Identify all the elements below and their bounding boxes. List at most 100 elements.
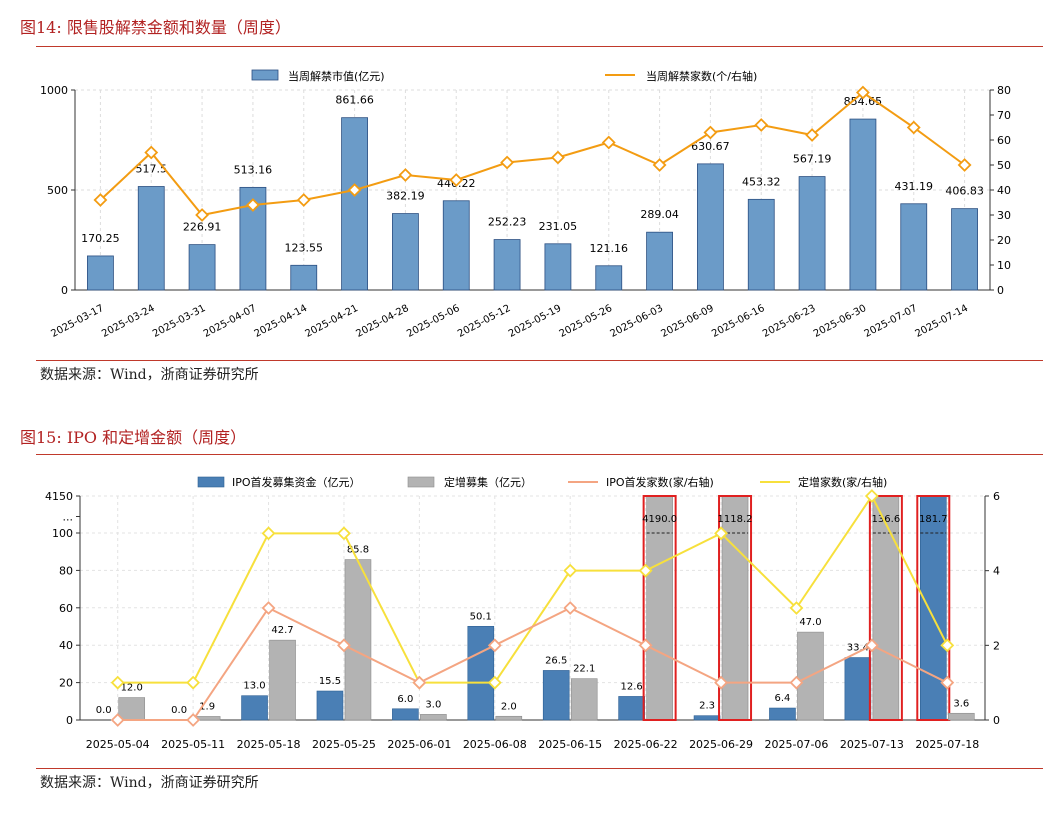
line-unlock-count-marker — [347, 183, 362, 197]
bar-value-label: 47.0 — [799, 617, 821, 628]
left-tick-label: 100 — [52, 527, 73, 540]
bar-unlock-value — [290, 264, 318, 291]
figure-2-title: 图15: IPO 和定增金额（周度） — [20, 428, 247, 447]
bar-unlock-value — [595, 265, 623, 291]
legend-label-placement: 定增募集（亿元） — [444, 475, 532, 489]
bar-unlock-value — [87, 255, 114, 291]
line-ipo-count-marker — [789, 675, 804, 690]
line-placement-count-marker — [261, 526, 276, 541]
chart-2: 0 20 40 60 80 100... 4150 0 2 4 6 0.0 12.0 0.0 1.9 13.0… — [45, 475, 1000, 751]
bar-value-label: 513.16 — [234, 163, 273, 176]
bar-unlock-value — [646, 231, 673, 291]
right-tick-label: 50 — [997, 159, 1011, 172]
source-rule-1 — [36, 360, 1043, 361]
left-tick-label: ... — [63, 511, 74, 524]
x-tick-label: 2025-05-04 — [86, 738, 150, 751]
x-tick-label: 2025-05-25 — [312, 738, 376, 751]
bar-value-label: 26.5 — [545, 655, 567, 666]
x-tick-label: 2025-06-03 — [609, 303, 665, 340]
x-tick-label: 2025-04-07 — [202, 303, 258, 340]
bar-value-label: 123.55 — [285, 241, 324, 254]
bar-unlock-value — [544, 243, 572, 291]
x-tick-label: 2025-05-18 — [237, 738, 301, 751]
legend-label-placement-count: 定增家数(家/右轴) — [798, 475, 887, 489]
bar-unlock-value — [137, 186, 165, 291]
x-tick-label: 2025-03-17 — [49, 303, 105, 340]
line-ipo-count-marker — [261, 601, 276, 615]
left-tick-label: 0 — [66, 714, 73, 727]
bar-value-label: 12.0 — [121, 683, 143, 694]
x-tick-label: 2025-06-15 — [538, 738, 602, 751]
bar-value-label: 136.6 — [872, 514, 901, 525]
bar-value-label: 50.1 — [470, 611, 492, 622]
right-tick-label: 70 — [997, 109, 1011, 122]
x-tick-label: 2025-03-24 — [100, 303, 156, 340]
bar-value-label: 252.23 — [488, 216, 527, 229]
left-tick-label: 0 — [61, 284, 68, 297]
legend-label-bar: 当周解禁市值(亿元) — [288, 69, 385, 83]
line-placement-count-marker — [638, 563, 653, 578]
bar-placement-amount — [721, 495, 749, 721]
bar-ipo-amount — [392, 708, 419, 721]
x-tick-label: 2025-03-31 — [151, 303, 207, 340]
legend-label-ipo: IPO首发募集资金（亿元） — [232, 475, 361, 489]
bar-placement-amount — [495, 715, 523, 721]
bar-unlock-value — [900, 203, 928, 291]
line-unlock-count-marker — [245, 198, 260, 212]
line-ipo-count-marker — [864, 638, 879, 653]
line-ipo-count-marker — [110, 713, 125, 727]
bar-unlock-value — [951, 208, 978, 291]
x-tick-label: 2025-07-14 — [914, 303, 970, 340]
x-tick-label: 2025-05-12 — [456, 303, 512, 340]
right-tick-label: 60 — [997, 134, 1011, 147]
line-ipo-count — [117, 606, 948, 721]
x-tick-label: 2025-04-21 — [304, 303, 360, 340]
x-tick-label: 2025-07-07 — [863, 303, 919, 340]
bar-placement-amount — [872, 495, 900, 721]
x-tick-label: 2025-04-28 — [354, 303, 410, 340]
line-placement-count-marker — [714, 526, 728, 541]
line-placement-count-marker — [789, 601, 804, 615]
bar-unlock-value — [747, 198, 775, 291]
bar-ipo-amount — [844, 657, 872, 721]
legend-swatch-ipo — [197, 476, 225, 488]
bar-placement-amount — [947, 712, 975, 721]
bar-unlock-value — [849, 118, 877, 291]
line-placement-count-marker — [487, 675, 502, 690]
bar-ipo-amount — [769, 707, 796, 721]
line-ipo-count-marker — [412, 675, 427, 690]
x-tick-label: 2025-05-06 — [405, 303, 461, 340]
line-placement-count-marker — [563, 563, 578, 578]
bar-value-label: 6.4 — [775, 693, 791, 704]
bar-value-label: 861.66 — [335, 94, 374, 107]
chart-1: 0 500 1000 0 10 20 30 40 50 60 70 80 170.25 517.5 226.… — [40, 69, 1011, 340]
bar-ipo-amount — [542, 670, 570, 721]
bar-placement-amount — [344, 559, 372, 721]
bar-value-label: 1118.2 — [718, 514, 753, 525]
bar-value-label: 181.7 — [919, 514, 948, 525]
bar-value-label: 431.19 — [895, 180, 934, 193]
bar-value-label: 12.6 — [620, 681, 642, 692]
legend-label-ipo-count: IPO首发家数(家/右轴) — [606, 475, 714, 489]
broken-bar-highlight — [642, 495, 677, 721]
line-ipo-count-marker — [940, 675, 955, 690]
title-rule-1 — [36, 46, 1043, 47]
bar-value-label: 2.0 — [501, 701, 517, 712]
x-tick-label: 2025-06-23 — [761, 303, 817, 340]
bar-value-label: 13.0 — [243, 681, 265, 692]
right-tick-label: 20 — [997, 234, 1011, 247]
line-unlock-count-marker — [195, 208, 210, 222]
bar-unlock-value — [341, 117, 368, 291]
legend-label-line: 当周解禁家数(个/右轴) — [646, 69, 757, 83]
line-unlock-count-marker — [296, 193, 311, 207]
line-unlock-count-marker — [550, 150, 565, 165]
bar-ipo-amount — [618, 696, 645, 721]
bar-value-label: 42.7 — [271, 625, 293, 636]
bar-placement-amount — [269, 639, 296, 721]
bar-placement-amount — [570, 678, 598, 721]
right-tick-label: 2 — [993, 639, 1000, 652]
left-tick-label: 80 — [59, 564, 73, 577]
line-ipo-count-marker — [487, 638, 502, 653]
bar-value-label: 406.83 — [945, 185, 984, 198]
line-ipo-count-marker — [638, 638, 653, 653]
